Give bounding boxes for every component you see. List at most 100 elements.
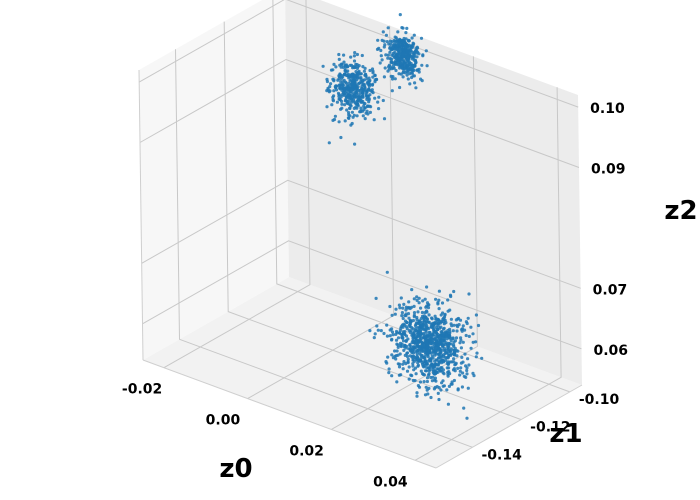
data-point [444,358,448,362]
data-point [329,68,334,72]
data-point [448,335,452,339]
z-tick-label: 0.09 [591,162,626,178]
data-point [327,141,331,145]
data-point [352,59,357,63]
data-point [334,65,338,69]
data-point [407,365,411,369]
data-point [421,327,425,331]
data-point [372,118,376,122]
data-point [415,394,419,398]
y-tick-label: -0.12 [530,420,570,436]
data-point [347,84,351,88]
data-point [340,102,344,106]
data-point [354,62,358,66]
data-point [386,69,390,73]
data-point [471,340,475,344]
data-point [446,402,450,406]
data-point [388,50,392,54]
data-point [456,349,460,353]
data-point [346,116,350,120]
data-point [390,77,395,81]
data-point [476,323,481,328]
data-point [353,142,357,146]
data-point [367,82,372,86]
data-point [374,296,378,300]
data-point [439,350,443,354]
data-point [338,86,342,90]
data-point [443,313,447,317]
data-point [366,104,370,108]
data-point [415,354,419,358]
data-point [442,372,446,376]
data-point [441,379,445,383]
data-point [341,75,345,79]
data-point [321,64,325,68]
data-point [398,329,402,333]
data-point [363,73,368,77]
data-point [401,339,406,343]
data-point [391,51,395,55]
data-point [325,79,329,84]
data-point [395,60,399,65]
data-point [397,42,401,46]
data-point [343,103,347,107]
data-point [371,82,375,86]
data-point [355,66,359,70]
data-point [418,351,422,355]
data-point [352,73,356,78]
data-point [336,78,340,82]
data-point [412,51,416,55]
data-point [395,342,399,346]
data-point [415,332,419,336]
data-point [415,352,419,356]
data-point [401,40,406,45]
data-point [377,95,381,99]
data-point [396,30,400,34]
data-point [385,270,389,274]
data-point [373,332,377,336]
data-point [446,309,450,313]
data-point [415,55,419,59]
data-point [400,311,404,315]
data-point [394,332,398,336]
data-point [361,114,365,118]
y-tick-label: -0.14 [482,447,523,463]
data-point [401,336,405,340]
data-point [456,366,460,370]
data-point [413,366,418,370]
data-point [405,351,410,355]
data-point [425,362,429,366]
data-point [388,328,392,332]
data-point [359,106,363,110]
data-point [459,336,463,340]
data-point [342,53,346,57]
data-point [430,354,434,358]
data-point [452,340,456,344]
data-point [464,320,468,324]
data-point [356,99,360,103]
data-point [412,315,416,319]
data-point [330,103,334,107]
data-point [406,361,410,365]
data-point [466,386,470,390]
data-point [372,336,376,340]
data-point [371,91,375,95]
data-point [373,73,377,77]
data-point [357,95,361,99]
data-point [461,371,465,375]
data-point [337,97,341,101]
data-point [402,302,406,306]
data-point [452,323,456,327]
data-point [430,337,434,341]
data-point [360,94,365,98]
data-point [368,329,372,333]
data-point [342,60,346,64]
data-point [345,94,349,98]
data-point [460,329,464,333]
data-point [421,349,425,353]
data-point [349,55,353,59]
data-point [343,63,347,67]
data-point [418,319,422,324]
data-point [431,321,435,325]
data-point [434,297,438,301]
